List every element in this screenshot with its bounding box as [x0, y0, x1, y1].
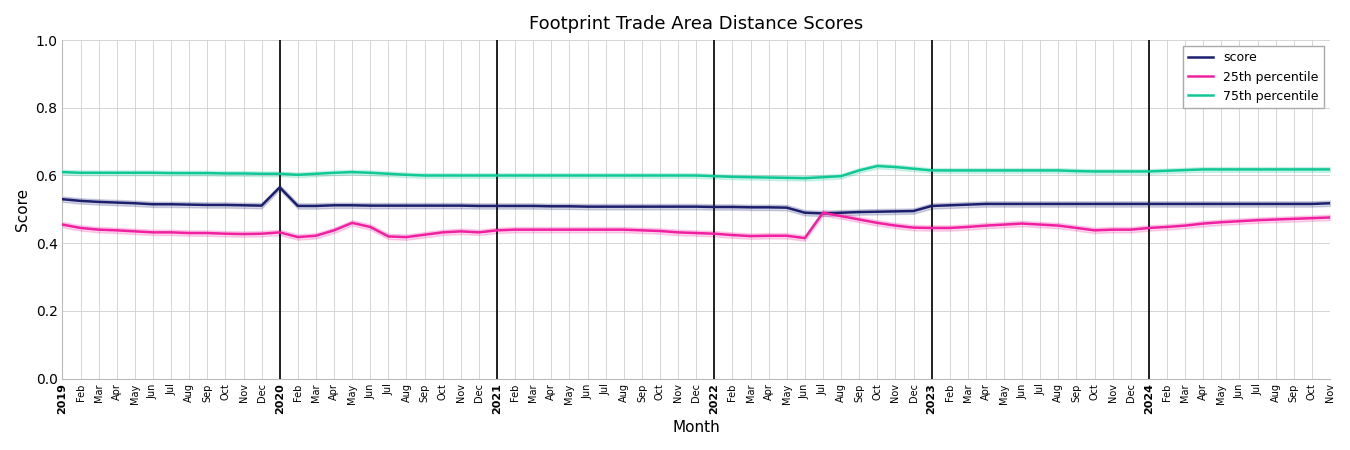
25th percentile [815, 210, 832, 216]
Line: score: score [62, 187, 1330, 213]
75th percentile [1322, 166, 1338, 172]
score [54, 197, 70, 202]
25th percentile [1285, 216, 1301, 221]
75th percentile [796, 176, 813, 181]
75th percentile [670, 173, 686, 178]
score [850, 209, 867, 215]
25th percentile [796, 235, 813, 241]
Y-axis label: Score: Score [15, 188, 30, 231]
75th percentile [90, 170, 107, 176]
score [815, 211, 832, 216]
75th percentile [1285, 166, 1301, 172]
75th percentile [235, 171, 251, 176]
score [1231, 201, 1247, 207]
Line: 75th percentile: 75th percentile [62, 166, 1330, 178]
score [271, 184, 288, 190]
75th percentile [833, 174, 849, 179]
25th percentile [1322, 215, 1338, 220]
25th percentile [850, 217, 867, 222]
Title: Footprint Trade Area Distance Scores: Footprint Trade Area Distance Scores [529, 15, 864, 33]
score [1285, 201, 1301, 207]
25th percentile [54, 222, 70, 227]
25th percentile [670, 230, 686, 235]
Line: 25th percentile: 25th percentile [62, 213, 1330, 238]
Legend: score, 25th percentile, 75th percentile: score, 25th percentile, 75th percentile [1183, 46, 1324, 108]
score [1322, 201, 1338, 206]
75th percentile [869, 163, 886, 169]
75th percentile [1231, 166, 1247, 172]
25th percentile [235, 231, 251, 237]
score [235, 202, 251, 208]
score [90, 199, 107, 205]
score [688, 204, 705, 209]
75th percentile [54, 169, 70, 175]
X-axis label: Month: Month [672, 420, 720, 435]
25th percentile [1231, 219, 1247, 224]
25th percentile [90, 227, 107, 232]
